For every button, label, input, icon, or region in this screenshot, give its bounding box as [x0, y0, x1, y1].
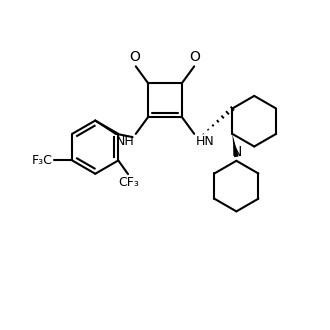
Polygon shape [232, 134, 239, 157]
Text: O: O [189, 50, 200, 64]
Text: N: N [231, 145, 242, 159]
Text: CF₃: CF₃ [118, 176, 139, 189]
Text: O: O [130, 50, 141, 64]
Text: F₃C: F₃C [32, 154, 53, 167]
Text: NH: NH [115, 135, 134, 148]
Text: HN: HN [196, 135, 214, 148]
